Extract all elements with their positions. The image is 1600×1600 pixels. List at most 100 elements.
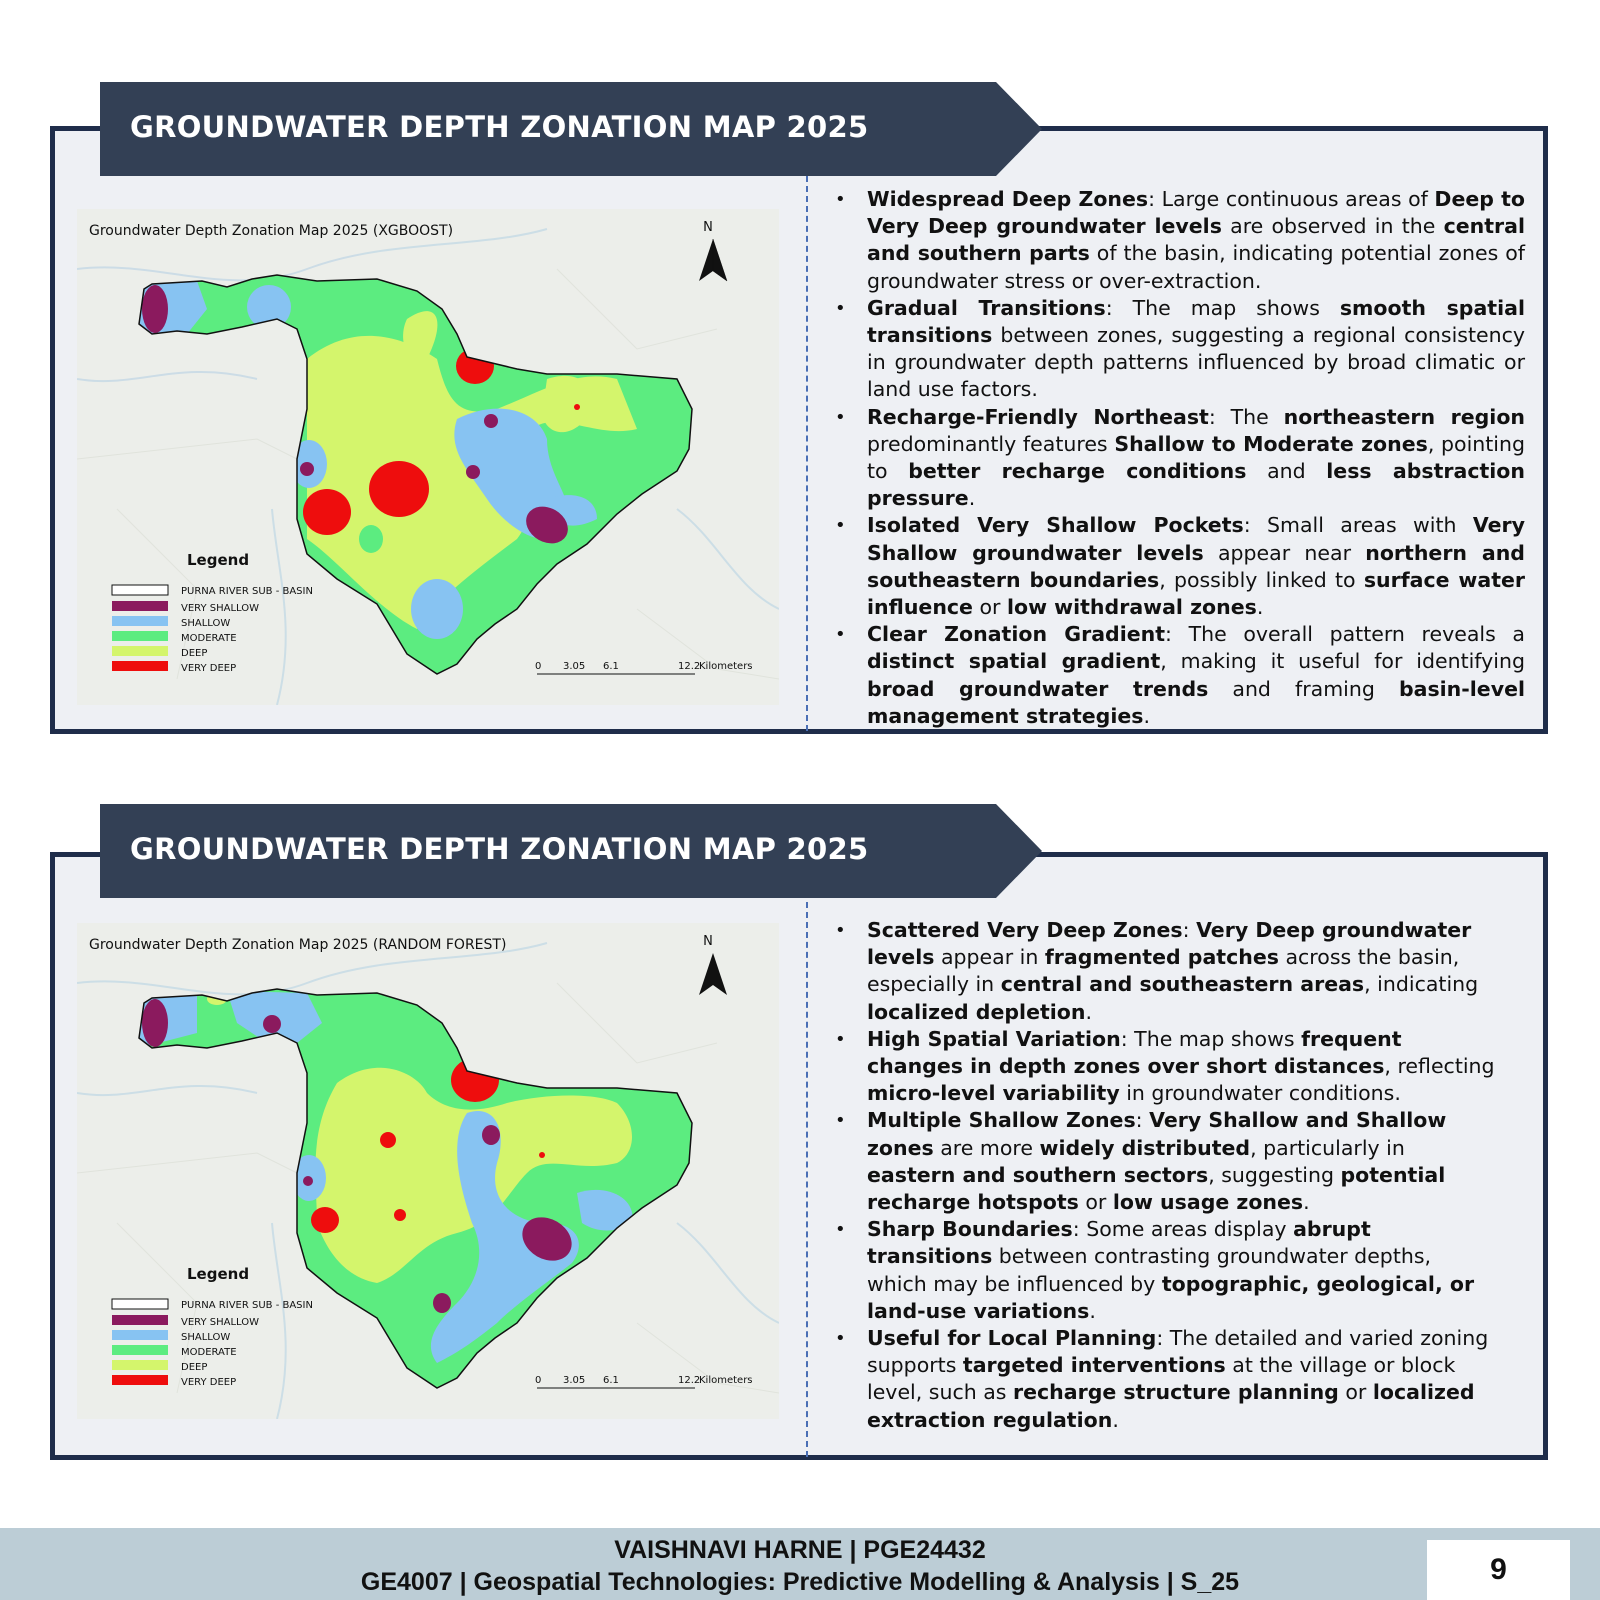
findings-list-random-forest: Scattered Very Deep Zones: Very Deep gro… [835, 917, 1495, 1434]
legend-label-moderate: MODERATE [181, 1347, 237, 1358]
legend-label-shallow: SHALLOW [181, 618, 230, 629]
legend: Legend PURNA RIVER SUB - BASIN VERY SHAL… [111, 1265, 313, 1388]
finding-text: . [1303, 1190, 1310, 1215]
finding-text: predominantly features [867, 431, 1115, 456]
legend-swatch-shallow [112, 616, 168, 626]
finding-emphasis: widely distributed [1039, 1135, 1251, 1160]
page-number: 9 [1427, 1540, 1570, 1600]
finding-text: , suggesting [1208, 1162, 1341, 1187]
banner-title: GROUNDWATER DEPTH ZONATION MAP 2025 [130, 110, 869, 144]
north-arrow-icon-shade [713, 953, 727, 995]
legend-swatch-shallow [112, 1330, 168, 1340]
scale-tick: 6.1 [603, 661, 619, 672]
legend: Legend PURNA RIVER SUB - BASIN VERY SHAL… [111, 551, 313, 674]
zonation-panel-xgboost: Groundwater Depth Zonation Map 2025 (XGB… [50, 126, 1548, 734]
legend-swatch-very-shallow [112, 601, 168, 611]
finding-emphasis: better recharge conditions [908, 459, 1247, 484]
findings-list-xgboost: Widespread Deep Zones: Large continuous … [835, 186, 1525, 730]
finding-item: Clear Zonation Gradient: The overall pat… [835, 621, 1525, 730]
finding-emphasis: Sharp Boundaries [867, 1217, 1073, 1242]
north-label: N [703, 934, 713, 949]
finding-emphasis: topographic, geological, or land-use var… [867, 1271, 1475, 1323]
finding-item: Isolated Very Shallow Pockets: Small are… [835, 512, 1525, 621]
finding-text: . [1112, 1407, 1119, 1432]
finding-text: or [972, 595, 1007, 620]
legend-label-shallow: SHALLOW [181, 1332, 230, 1343]
legend-swatch-very-deep [112, 1375, 168, 1385]
finding-emphasis: Very Shallow groundwater levels [867, 513, 1525, 565]
finding-emphasis: northeastern region [1283, 404, 1525, 429]
finding-text: : Large continuous areas of [1148, 187, 1435, 211]
finding-item: Multiple Shallow Zones: Very Shallow and… [835, 1107, 1495, 1216]
finding-emphasis: Isolated Very Shallow Pockets [867, 513, 1244, 538]
legend-label-moderate: MODERATE [181, 633, 237, 644]
scale-bar: 0 3.05 6.1 12.2 Kilometers [535, 661, 753, 675]
banner-title: GROUNDWATER DEPTH ZONATION MAP 2025 [130, 832, 869, 866]
legend-label-deep: DEEP [181, 1362, 207, 1373]
north-arrow-icon-shade [712, 238, 728, 282]
basin-boundary [138, 274, 693, 675]
map-random-forest: Groundwater Depth Zonation Map 2025 (RAN… [77, 923, 779, 1419]
finding-emphasis: central and southeastern areas [1000, 972, 1365, 997]
legend-swatch-very-deep [112, 661, 168, 671]
finding-emphasis: eastern and southern sectors [867, 1162, 1209, 1187]
finding-emphasis: Gradual Transitions [867, 295, 1106, 320]
finding-emphasis: northern and southeastern boundaries [867, 540, 1525, 592]
finding-item: Gradual Transitions: The map shows smoot… [835, 295, 1525, 404]
map-title: Groundwater Depth Zonation Map 2025 (RAN… [89, 937, 506, 953]
legend-swatch-deep [112, 646, 168, 656]
finding-text: : [1182, 918, 1197, 942]
map-figure: Groundwater Depth Zonation Map 2025 (XGB… [77, 209, 779, 705]
finding-emphasis: micro-level variability [867, 1081, 1120, 1106]
finding-emphasis: central and southern parts [867, 214, 1525, 266]
finding-text: and framing [1208, 676, 1399, 701]
map-xgboost: Groundwater Depth Zonation Map 2025 (XGB… [77, 209, 779, 705]
finding-emphasis: Recharge-Friendly Northeast [867, 404, 1209, 429]
finding-text: of the basin, indicating potential zones… [867, 241, 1525, 293]
finding-text: appear in [934, 945, 1045, 970]
legend-label-very-deep: VERY DEEP [181, 663, 236, 674]
map-title: Groundwater Depth Zonation Map 2025 (XGB… [89, 223, 453, 239]
finding-emphasis: smooth spatial transitions [867, 295, 1525, 348]
legend-title: Legend [187, 551, 249, 569]
finding-text: : Small areas with [1243, 513, 1473, 538]
finding-text: between zones, suggesting a regional con… [867, 323, 1525, 402]
finding-emphasis: Very Shallow and Shallow zones [867, 1108, 1447, 1160]
finding-emphasis: Multiple Shallow Zones [867, 1108, 1136, 1133]
finding-item: Scattered Very Deep Zones: Very Deep gro… [835, 917, 1495, 1026]
footer-author: VAISHNAVI HARNE | PGE24432 [614, 1536, 986, 1564]
north-arrow-icon [699, 239, 713, 281]
finding-emphasis: Very Deep groundwater levels [867, 918, 1472, 970]
banner-xgboost: GROUNDWATER DEPTH ZONATION MAP 2025 [100, 82, 1042, 176]
scale-tick: 12.2 [678, 1375, 700, 1386]
finding-emphasis: low usage zones [1112, 1190, 1304, 1215]
legend-swatch-basin [111, 584, 169, 596]
finding-text: , indicating [1364, 972, 1479, 997]
footer: VAISHNAVI HARNE | PGE24432 GE4007 | Geos… [0, 1528, 1600, 1600]
finding-text: appear near [1203, 540, 1366, 565]
legend-label-very-shallow: VERY SHALLOW [181, 1317, 259, 1328]
finding-text: , making it useful for identifying [1160, 649, 1525, 674]
finding-text: . [1085, 999, 1093, 1024]
footer-course: GE4007 | Geospatial Technologies: Predic… [360, 1568, 1240, 1596]
scale-tick: 0 [535, 1375, 541, 1386]
finding-text: are more [933, 1135, 1040, 1160]
finding-text: , pointing to [867, 431, 1525, 484]
finding-emphasis: abrupt transitions [867, 1217, 1371, 1269]
finding-emphasis: localized extraction regulation [867, 1380, 1475, 1432]
finding-text: , reflecting [1384, 1054, 1495, 1079]
finding-text: . [1089, 1298, 1096, 1323]
finding-item: Useful for Local Planning: The detailed … [835, 1325, 1495, 1434]
legend-label-very-shallow: VERY SHALLOW [181, 603, 259, 614]
north-label: N [703, 220, 713, 235]
scale-bar: 0 3.05 6.1 12.2 Kilometers [535, 1375, 753, 1389]
finding-emphasis: Deep to Very Deep groundwater levels [867, 187, 1525, 239]
finding-text: . [1256, 595, 1264, 620]
finding-emphasis: distinct spatial gradient [867, 649, 1161, 674]
basin-boundary [138, 988, 693, 1389]
finding-text: : The map shows [1105, 295, 1340, 320]
column-divider [806, 176, 808, 731]
finding-text: : Some areas display [1072, 1217, 1294, 1242]
legend-swatch-basin [111, 1298, 169, 1310]
finding-text: and [1246, 459, 1327, 484]
